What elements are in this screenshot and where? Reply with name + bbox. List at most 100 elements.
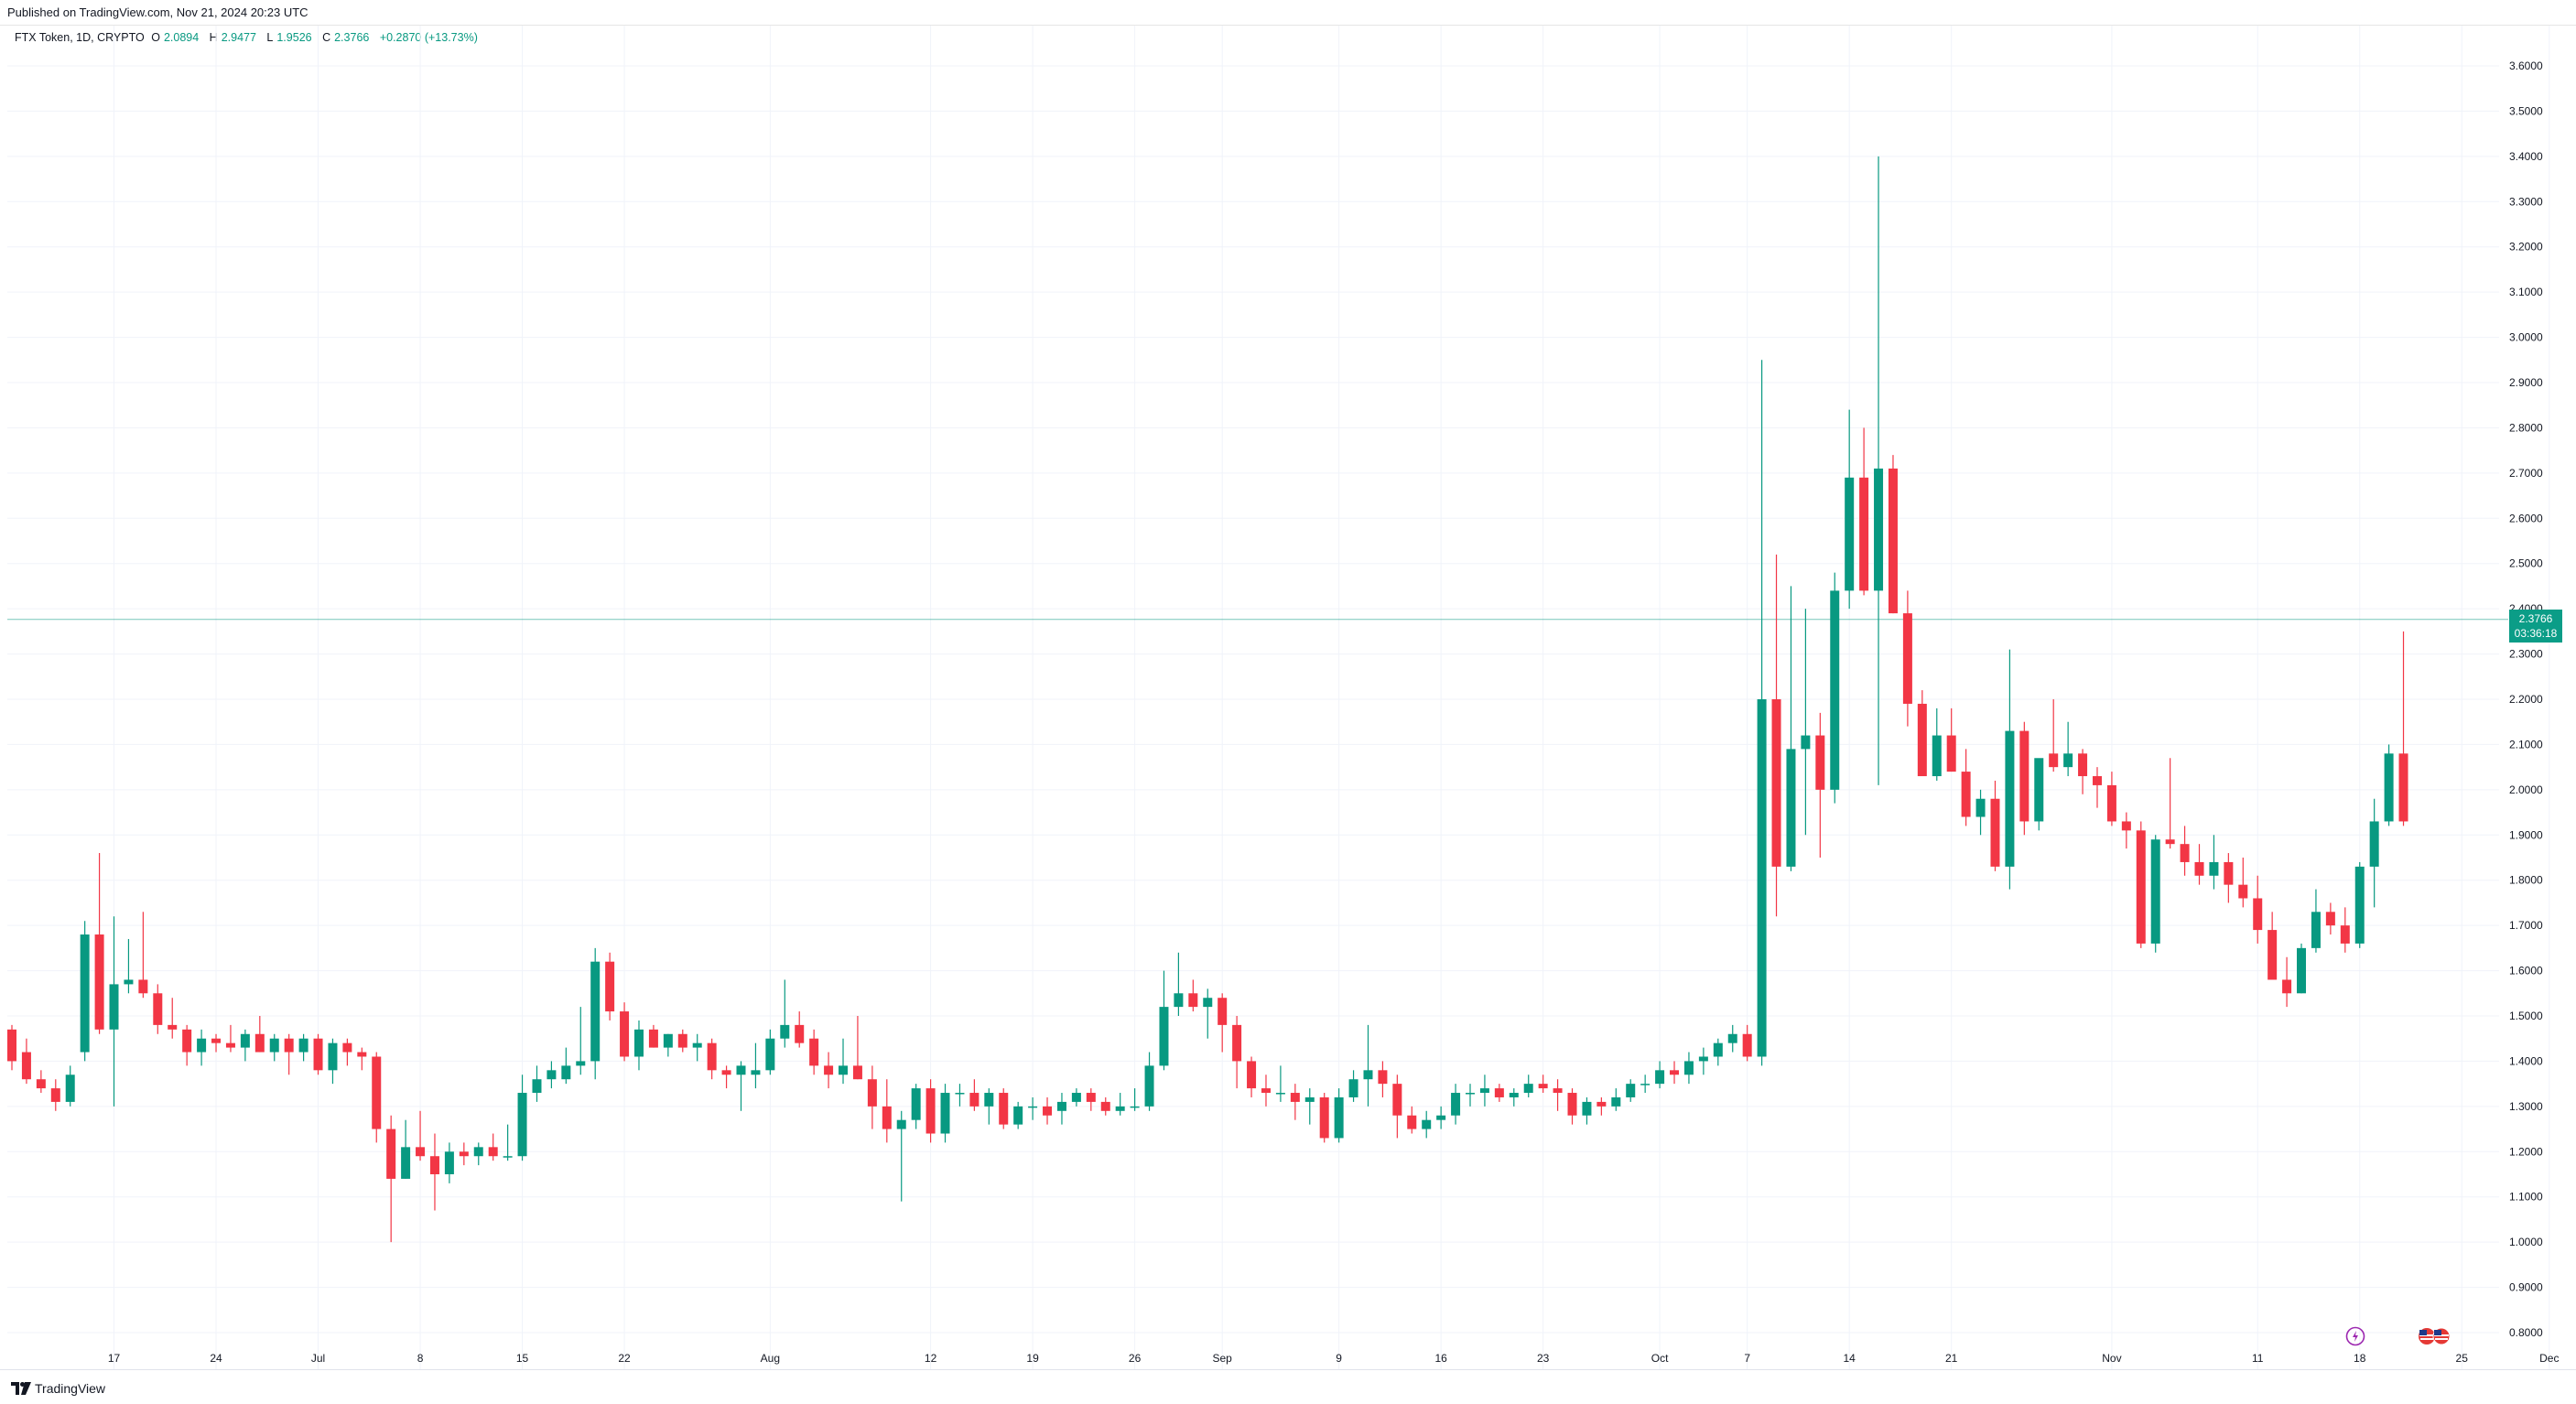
candle xyxy=(955,1084,965,1107)
price-tick-label: 1.0000 xyxy=(2509,1236,2543,1248)
candle-body xyxy=(2340,925,2350,944)
candle xyxy=(2311,889,2321,953)
candle xyxy=(401,1119,411,1179)
candle-body xyxy=(940,1093,950,1134)
footer: TradingView xyxy=(0,1369,2576,1404)
candle xyxy=(2238,858,2248,908)
candle-body xyxy=(780,1024,790,1039)
top-bar: Published on TradingView.com, Nov 21, 20… xyxy=(0,0,2576,26)
candle-body xyxy=(1582,1101,1592,1116)
candle-body xyxy=(1611,1096,1621,1107)
price-tick-label: 3.6000 xyxy=(2509,59,2543,72)
legend-low-value: 1.9526 xyxy=(276,31,312,44)
candle-body xyxy=(1363,1070,1373,1080)
candle xyxy=(2224,853,2234,903)
candle xyxy=(65,1065,75,1107)
candle xyxy=(1567,1088,1577,1125)
legend-symbol[interactable]: FTX Token, 1D, CRYPTO xyxy=(15,31,145,44)
candle-body xyxy=(182,1029,192,1053)
candle-body xyxy=(1218,998,1228,1025)
candle xyxy=(2194,844,2204,885)
candle xyxy=(211,1033,222,1053)
candle-body xyxy=(1946,735,1956,772)
candle-body xyxy=(2005,730,2015,867)
us-flag-icon[interactable] xyxy=(2417,1326,2453,1346)
candle xyxy=(1086,1088,1096,1111)
candle-body xyxy=(1392,1084,1402,1116)
candle-body xyxy=(1028,1106,1038,1108)
lightning-icon[interactable] xyxy=(2345,1326,2365,1346)
candle xyxy=(1407,1106,1417,1134)
time-tick-label: 22 xyxy=(618,1352,631,1365)
time-tick-label: 23 xyxy=(1537,1352,1550,1365)
price-tick-label: 1.9000 xyxy=(2509,828,2543,841)
candle-body xyxy=(225,1042,235,1048)
candle xyxy=(1261,1075,1271,1107)
candle xyxy=(2165,758,2175,849)
candle xyxy=(809,1029,819,1075)
candle xyxy=(1683,1052,1694,1085)
candle xyxy=(1392,1075,1402,1139)
candle-body xyxy=(1115,1106,1125,1111)
candle xyxy=(2398,631,2408,826)
candle-body xyxy=(2063,753,2073,768)
candle xyxy=(1771,554,1781,917)
candle xyxy=(707,1038,717,1080)
price-tick-label: 1.5000 xyxy=(2509,1010,2543,1022)
candle-body xyxy=(386,1129,396,1179)
candle-body xyxy=(2369,821,2379,867)
candle-body xyxy=(2282,979,2292,994)
price-tick-label: 3.2000 xyxy=(2509,241,2543,254)
candle-body xyxy=(590,961,601,1062)
candle xyxy=(21,1038,31,1085)
candle-body xyxy=(867,1079,877,1107)
candle xyxy=(2253,875,2263,944)
candle xyxy=(1304,1088,1315,1125)
candle-body xyxy=(429,1156,439,1174)
candle xyxy=(473,1142,483,1166)
price-chart[interactable]: 0.8000 0.9000 1.0000 1.1000 1.2000 1.3000 1.40… xyxy=(0,26,2576,1369)
candle xyxy=(1698,1047,1708,1075)
candle xyxy=(1670,1061,1680,1085)
last-price-value: 2.3766 xyxy=(2518,611,2553,625)
candle-body xyxy=(401,1147,411,1179)
candle xyxy=(2209,835,2219,890)
candle-body xyxy=(2253,898,2263,931)
candle xyxy=(269,1033,279,1062)
candle xyxy=(1932,707,1942,781)
candle-body xyxy=(1436,1115,1446,1120)
candle xyxy=(620,1002,630,1062)
candle xyxy=(1479,1075,1489,1107)
candle-body xyxy=(1786,749,1796,867)
candle-body xyxy=(2165,839,2175,845)
candle-body xyxy=(372,1056,382,1129)
tradingview-logo-text: TradingView xyxy=(35,1381,106,1396)
candle xyxy=(663,1033,673,1057)
candle xyxy=(605,952,615,1021)
candle xyxy=(1713,1038,1723,1066)
candle xyxy=(940,1084,950,1143)
candle xyxy=(1786,586,1796,871)
candle-body xyxy=(1975,798,1986,817)
candle-body xyxy=(109,984,119,1030)
candle-body xyxy=(2194,861,2204,876)
candle xyxy=(2340,907,2350,953)
candle xyxy=(911,1084,921,1129)
candle-body xyxy=(1596,1101,1607,1107)
candle-body xyxy=(124,979,134,985)
tradingview-logo[interactable]: TradingView xyxy=(11,1381,105,1396)
candle xyxy=(298,1033,308,1062)
candle-body xyxy=(605,961,615,1012)
candle xyxy=(532,1065,542,1102)
candle xyxy=(648,1024,658,1048)
candle-body xyxy=(1567,1093,1577,1116)
candle xyxy=(36,1070,46,1094)
candle xyxy=(153,984,163,1034)
candle-body xyxy=(2034,758,2044,822)
candle xyxy=(1334,1088,1344,1143)
candles-layer xyxy=(7,156,2408,1243)
candle xyxy=(561,1047,571,1085)
candle xyxy=(867,1065,877,1129)
candle-body xyxy=(1538,1084,1548,1089)
time-tick-label: 14 xyxy=(1844,1352,1856,1365)
